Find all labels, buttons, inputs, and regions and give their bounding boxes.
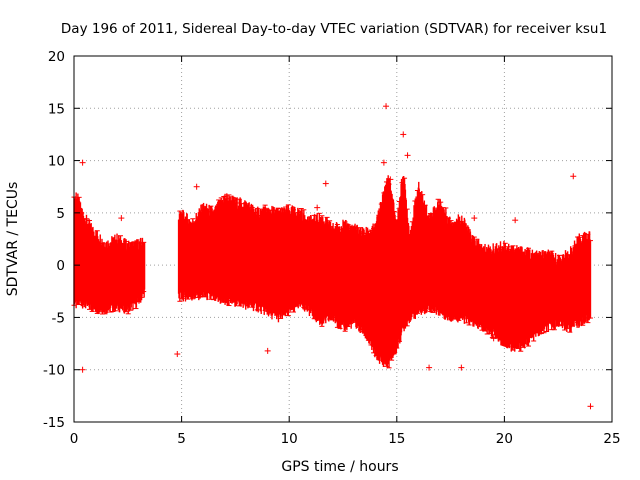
x-tick-label: 20 xyxy=(496,431,513,447)
outlier-point xyxy=(512,217,519,224)
x-tick-label: 0 xyxy=(70,431,79,447)
outlier-point xyxy=(314,204,321,211)
x-tick-label: 15 xyxy=(388,431,405,447)
y-tick-label: 0 xyxy=(56,258,65,274)
y-tick-label: 15 xyxy=(48,101,65,117)
outlier-point xyxy=(490,335,497,342)
outlier-point xyxy=(383,103,390,110)
y-tick-label: -15 xyxy=(43,415,65,431)
outlier-point xyxy=(404,152,411,159)
tick-labels: 0 5 10 15 20 25 -15 -10 -5 0 5 10 15 20 xyxy=(43,49,621,447)
chart-title: Day 196 of 2011, Sidereal Day-to-day VTE… xyxy=(61,21,607,37)
outlier-point xyxy=(79,159,86,166)
outlier-point xyxy=(380,159,387,166)
outlier-point xyxy=(118,215,125,222)
outlier-point xyxy=(79,366,86,373)
outlier-point xyxy=(570,173,577,180)
outlier-point xyxy=(193,183,200,190)
outlier-point xyxy=(471,215,478,222)
x-axis-label: GPS time / hours xyxy=(281,459,398,475)
outlier-point xyxy=(387,176,394,183)
x-tick-label: 5 xyxy=(177,431,186,447)
outlier-point xyxy=(458,364,465,371)
data-layer xyxy=(71,103,594,410)
tick-marks xyxy=(73,55,613,423)
outlier-point xyxy=(322,180,329,187)
y-tick-label: 20 xyxy=(48,49,65,65)
outlier-point xyxy=(426,364,433,371)
x-tick-label: 25 xyxy=(603,431,620,447)
outlier-point xyxy=(587,403,594,410)
outlier-point xyxy=(174,351,181,358)
y-tick-label: -10 xyxy=(43,363,65,379)
y-tick-label: 5 xyxy=(56,206,65,222)
y-tick-label: -5 xyxy=(52,310,65,326)
x-tick-label: 10 xyxy=(281,431,298,447)
outlier-point xyxy=(400,131,407,138)
outlier-point xyxy=(264,347,271,354)
plot-frame xyxy=(73,55,613,423)
y-tick-label: 10 xyxy=(48,154,65,170)
y-axis-label: SDTVAR / TECUs xyxy=(5,182,21,297)
